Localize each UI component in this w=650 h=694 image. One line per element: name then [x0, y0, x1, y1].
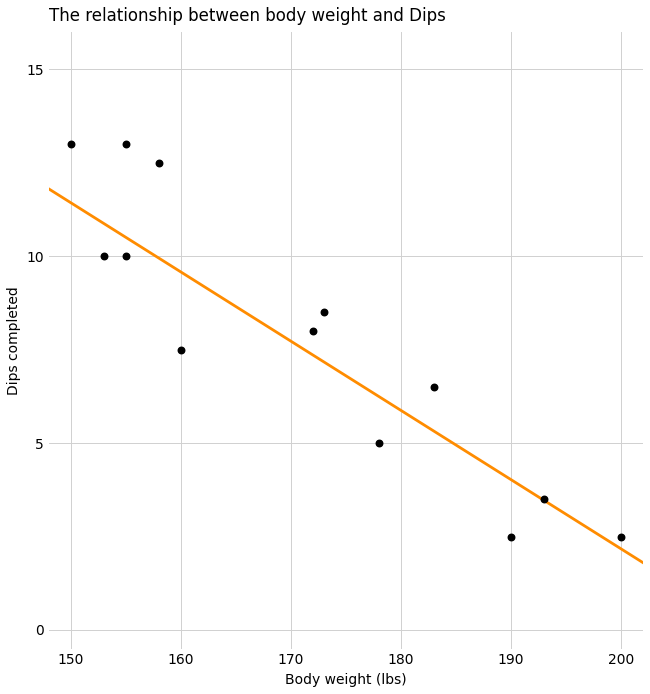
Point	[318, 307, 329, 318]
Point	[66, 139, 76, 150]
Y-axis label: Dips completed: Dips completed	[7, 286, 21, 395]
Point	[121, 139, 131, 150]
Point	[121, 251, 131, 262]
Point	[506, 531, 516, 542]
Point	[539, 493, 549, 505]
Point	[176, 344, 186, 355]
Point	[429, 382, 439, 393]
Point	[99, 251, 109, 262]
Point	[616, 531, 626, 542]
X-axis label: Body weight (lbs): Body weight (lbs)	[285, 673, 407, 687]
Point	[374, 437, 384, 448]
Point	[154, 158, 164, 169]
Point	[308, 325, 318, 337]
Text: The relationship between body weight and Dips: The relationship between body weight and…	[49, 7, 446, 25]
